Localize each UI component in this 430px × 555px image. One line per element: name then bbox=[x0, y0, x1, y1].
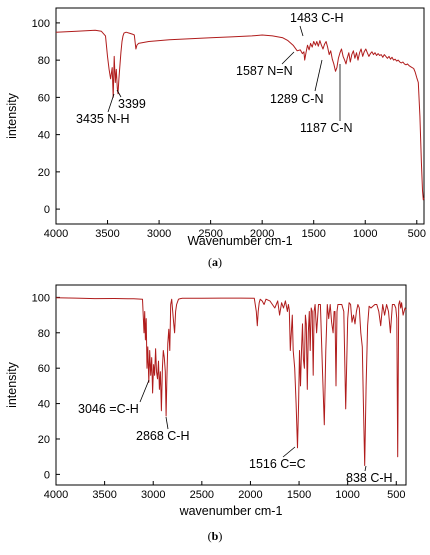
panel-a-annotation-leader bbox=[281, 51, 295, 65]
panel-b-y-tick-label: 60 bbox=[38, 363, 50, 375]
panel-a-annotation-leader bbox=[314, 59, 323, 92]
panel-a-y-tick-label: 100 bbox=[32, 18, 50, 30]
panel-a-x-ticks: 4000 3500 3000 2500 2000 1500 1000 500 bbox=[44, 220, 426, 240]
panel-a-y-tick-label: 20 bbox=[38, 167, 50, 179]
panel-a-annotation-label: 1483 C-H bbox=[290, 11, 344, 25]
panel-a-x-tick-label: 500 bbox=[408, 228, 426, 240]
panel-b-spectrum-line bbox=[55, 297, 407, 466]
panel-a-annotation-label: 1587 N=N bbox=[236, 64, 293, 78]
panel-a-x-tick-label: 4000 bbox=[44, 228, 68, 240]
panel-a-annotation-label: 3435 N-H bbox=[76, 112, 130, 126]
panel-b-x-tick-label: 2000 bbox=[238, 489, 262, 501]
panel-b-x-ticks: 4000 3500 3000 2500 2000 1500 1000 500 bbox=[44, 481, 405, 501]
panel-b-y-tick-label: 80 bbox=[38, 328, 50, 340]
panel-b-series bbox=[55, 297, 407, 466]
panel-b-x-tick-label: 3500 bbox=[92, 489, 116, 501]
panel-a-y-ticks: 0 20 40 60 80 100 bbox=[32, 18, 60, 216]
panel-a-x-tick-label: 2500 bbox=[198, 228, 222, 240]
panel-b-y-tick-label: 100 bbox=[32, 292, 50, 304]
panel-b-annotation-leader bbox=[364, 465, 367, 472]
panel-a-y-tick-label: 40 bbox=[38, 130, 50, 142]
panel-b-caption-letter: b bbox=[212, 529, 219, 543]
panel-b-annotation-leader bbox=[139, 379, 150, 403]
panel-b-y-tick-label: 40 bbox=[38, 399, 50, 411]
panel-a-y-tick-label: 60 bbox=[38, 92, 50, 104]
panel-b: 4000 3500 3000 2500 2000 1500 1000 500 0 20 40 60 8… bbox=[5, 284, 407, 518]
panel-b-annotations: 3046 =C-H 2868 C-H 1516 C=C 838 C-H bbox=[78, 379, 393, 485]
panel-a-x-tick-label: 1500 bbox=[301, 228, 325, 240]
panel-a-x-tick-label: 3500 bbox=[95, 228, 119, 240]
panel-a-y-axis-title: intensity bbox=[5, 92, 19, 139]
panel-b-caption: (b) bbox=[208, 529, 223, 543]
panel-b-y-tick-label: 20 bbox=[38, 434, 50, 446]
panel-a-annotation-leader bbox=[299, 25, 304, 37]
panel-b-annotation-label: 2868 C-H bbox=[136, 429, 190, 443]
panel-b-y-ticks: 0 20 40 60 80 100 bbox=[32, 292, 60, 481]
panel-b-x-tick-label: 3000 bbox=[141, 489, 165, 501]
panel-a-series bbox=[55, 29, 425, 201]
panel-b-annotation-leader bbox=[282, 446, 296, 458]
panel-a-y-tick-label: 0 bbox=[44, 204, 50, 216]
panel-a-annotation-label: 1289 C-N bbox=[270, 92, 324, 106]
panel-b-x-tick-label: 2500 bbox=[190, 489, 214, 501]
panel-b-x-tick-label: 1500 bbox=[287, 489, 311, 501]
panel-b-x-tick-label: 4000 bbox=[44, 489, 68, 501]
panel-a-y-tick-label: 80 bbox=[38, 55, 50, 67]
panel-a-annotation-label: 1187 C-N bbox=[300, 121, 353, 135]
panel-b-x-axis-title: wavenumber cm-1 bbox=[179, 504, 283, 518]
panel-a-annotation-leader bbox=[116, 89, 122, 98]
panel-b-plot-frame bbox=[55, 284, 407, 486]
panel-a-annotations: 1483 C-H 1587 N=N 1289 C-N 1187 C-N 33993435… bbox=[76, 11, 353, 135]
panel-b-annotation-leader bbox=[165, 416, 169, 430]
panel-b-annotation-label: 1516 C=C bbox=[249, 457, 306, 471]
panel-a-plot-frame bbox=[55, 7, 425, 225]
panel-b-x-tick-label: 500 bbox=[387, 489, 405, 501]
panel-a-x-tick-label: 1000 bbox=[353, 228, 377, 240]
panel-a-caption: (a) bbox=[208, 255, 222, 269]
panel-a-annotation-leader bbox=[107, 93, 115, 113]
panel-b-y-tick-label: 0 bbox=[44, 469, 50, 481]
panel-a: 4000 3500 3000 2500 2000 1500 1000 500 0 20 40 60 8… bbox=[5, 7, 426, 248]
panel-b-x-tick-label: 1000 bbox=[335, 489, 359, 501]
panel-a-x-tick-label: 2000 bbox=[250, 228, 274, 240]
panel-a-x-axis-title: Wavenumber cm-1 bbox=[187, 234, 292, 248]
panel-a-x-tick-label: 3000 bbox=[147, 228, 171, 240]
panel-a-spectrum-line bbox=[55, 29, 425, 201]
panel-b-y-axis-title: intensity bbox=[5, 361, 19, 408]
panel-a-caption-letter: a bbox=[212, 255, 218, 269]
panel-a-annotation-label: 3399 bbox=[118, 97, 146, 111]
panel-b-annotation-label: 3046 =C-H bbox=[78, 402, 139, 416]
panel-b-annotation-label: 838 C-H bbox=[346, 471, 393, 485]
